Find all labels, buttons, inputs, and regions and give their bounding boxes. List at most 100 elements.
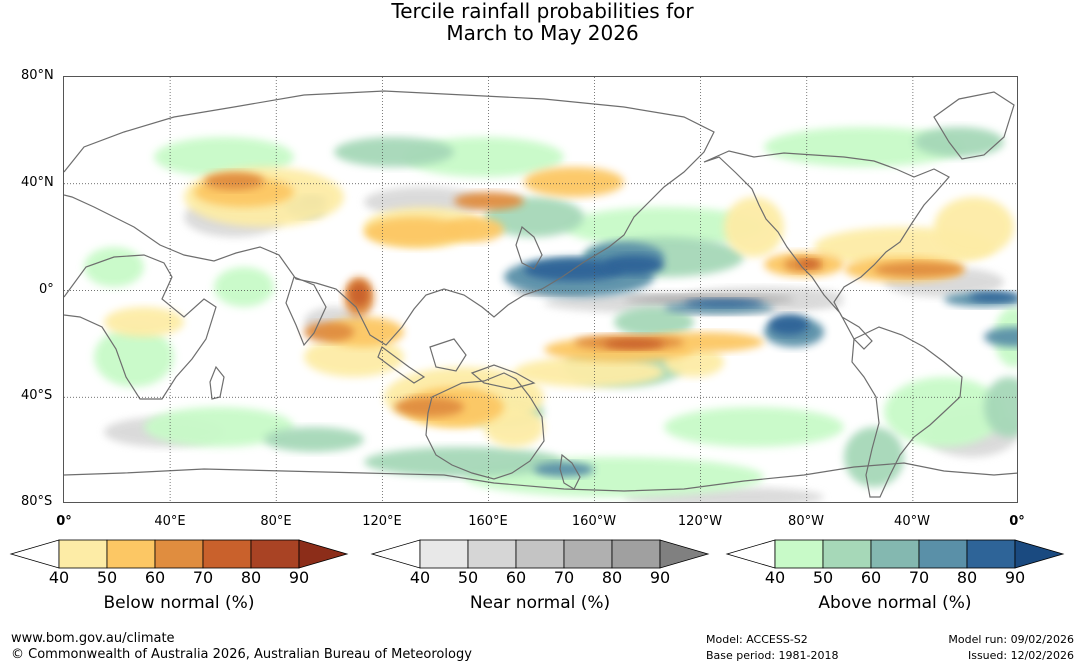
probability-patch bbox=[984, 377, 1017, 437]
colorbar-swatch-80-90 bbox=[250, 539, 300, 569]
lon-label-40w: 40°W bbox=[894, 514, 930, 529]
issued-date: Issued: 12/02/2026 bbox=[967, 649, 1074, 662]
colorbar-swatch-60-70 bbox=[870, 539, 920, 569]
lon-label-160e: 160°E bbox=[468, 514, 508, 529]
probability-patch bbox=[144, 407, 294, 447]
colorbar-near-normal bbox=[370, 539, 711, 569]
base-period: Base period: 1981-2018 bbox=[706, 649, 839, 662]
near-tick-70: 70 bbox=[553, 568, 575, 587]
above-tick-80: 80 bbox=[956, 568, 978, 587]
title-line-1: Tercile rainfall probabilities for bbox=[391, 0, 694, 23]
lat-label-80n: 80°N bbox=[21, 68, 54, 83]
probability-patch bbox=[604, 255, 664, 275]
rainfall-probability-map bbox=[63, 76, 1018, 503]
probability-patch bbox=[454, 192, 524, 210]
probability-patch bbox=[364, 187, 484, 217]
colorbar-below-normal-graphic bbox=[9, 539, 349, 569]
probability-patch bbox=[349, 282, 369, 307]
model-name: Model: ACCESS-S2 bbox=[706, 633, 808, 646]
probability-patch bbox=[484, 407, 544, 447]
probability-patch bbox=[564, 207, 764, 247]
lon-label-0-left: 0° bbox=[56, 514, 72, 529]
colorbar-swatch-80-90 bbox=[966, 539, 1016, 569]
probability-patch bbox=[664, 407, 844, 447]
copyright-text: © Commonwealth of Australia 2026, Austra… bbox=[11, 647, 472, 662]
colorbar-swatch-lt40 bbox=[370, 539, 421, 569]
below-tick-40: 40 bbox=[48, 568, 70, 587]
below-tick-80: 80 bbox=[240, 568, 262, 587]
colorbar-near-normal-graphic bbox=[370, 539, 710, 569]
probability-patch bbox=[874, 262, 964, 277]
lat-label-40s: 40°S bbox=[21, 388, 53, 403]
colorbar-swatch-40-50 bbox=[419, 539, 469, 569]
model-run-date: Model run: 09/02/2026 bbox=[948, 633, 1074, 646]
probability-patch bbox=[84, 247, 144, 287]
probability-patch bbox=[214, 267, 274, 307]
probability-patch bbox=[969, 292, 1017, 302]
probability-patch bbox=[934, 197, 1014, 257]
probability-patch bbox=[764, 127, 964, 167]
probability-patch bbox=[724, 197, 784, 257]
lon-label-120w: 120°W bbox=[677, 514, 723, 529]
colorbar-swatch-70-80 bbox=[918, 539, 968, 569]
probability-patch bbox=[524, 259, 624, 281]
probability-patch bbox=[304, 337, 404, 377]
probability-patch bbox=[94, 327, 174, 387]
below-normal-title: Below normal (%) bbox=[103, 593, 255, 613]
probability-patch bbox=[524, 167, 624, 197]
probability-patch bbox=[154, 137, 294, 177]
colorbar-swatch-80-90 bbox=[611, 539, 661, 569]
probability-patch bbox=[844, 427, 904, 487]
probability-patch bbox=[614, 307, 694, 337]
above-tick-60: 60 bbox=[860, 568, 882, 587]
above-tick-50: 50 bbox=[812, 568, 834, 587]
probability-patch bbox=[534, 462, 594, 477]
colorbar-above-normal-graphic bbox=[725, 539, 1065, 569]
above-tick-70: 70 bbox=[908, 568, 930, 587]
probability-patch bbox=[334, 137, 454, 167]
lon-label-160w: 160°W bbox=[571, 514, 617, 529]
colorbar-above-normal bbox=[725, 539, 1066, 569]
near-tick-80: 80 bbox=[601, 568, 623, 587]
colorbar-swatch-70-80 bbox=[202, 539, 252, 569]
probability-field bbox=[84, 127, 1017, 502]
probability-patch bbox=[104, 307, 184, 337]
probability-patch bbox=[204, 172, 264, 190]
coastlines bbox=[64, 90, 1017, 498]
lon-label-40e: 40°E bbox=[154, 514, 186, 529]
colorbar-swatch-40-50 bbox=[774, 539, 824, 569]
above-tick-40: 40 bbox=[764, 568, 786, 587]
probability-patch bbox=[604, 339, 664, 349]
website-url[interactable]: www.bom.gov.au/climate bbox=[11, 631, 175, 646]
probability-patch bbox=[364, 447, 564, 477]
probability-patch bbox=[769, 315, 809, 335]
colorbar-swatch-60-70 bbox=[515, 539, 565, 569]
probability-patch bbox=[984, 327, 1017, 347]
colorbar-swatch-60-70 bbox=[154, 539, 204, 569]
probability-patch bbox=[364, 217, 464, 247]
title-line-2: March to May 2026 bbox=[446, 21, 639, 45]
lon-label-120e: 120°E bbox=[362, 514, 402, 529]
colorbar-swatch-50-60 bbox=[106, 539, 156, 569]
lon-label-80w: 80°W bbox=[788, 514, 824, 529]
below-tick-90: 90 bbox=[288, 568, 310, 587]
near-tick-50: 50 bbox=[457, 568, 479, 587]
probability-patch bbox=[304, 322, 354, 342]
below-tick-60: 60 bbox=[144, 568, 166, 587]
lat-label-40n: 40°N bbox=[21, 175, 54, 190]
colorbar-swatch-lt40 bbox=[9, 539, 60, 569]
probability-patch bbox=[914, 127, 1004, 157]
colorbar-swatch-70-80 bbox=[563, 539, 613, 569]
lat-label-80s: 80°S bbox=[21, 494, 53, 509]
probability-patch bbox=[264, 427, 364, 452]
lat-label-0: 0° bbox=[39, 282, 54, 297]
map-canvas bbox=[64, 77, 1017, 502]
colorbar-swatch-gt90 bbox=[298, 539, 349, 569]
probability-patch bbox=[644, 332, 764, 352]
map-title: Tercile rainfall probabilities for March… bbox=[0, 0, 1085, 44]
colorbar-swatch-gt90 bbox=[659, 539, 710, 569]
probability-patch bbox=[514, 357, 664, 387]
lon-label-0-right: 0° bbox=[1009, 514, 1025, 529]
colorbar-below-normal bbox=[9, 539, 350, 569]
probability-patch bbox=[444, 217, 504, 242]
